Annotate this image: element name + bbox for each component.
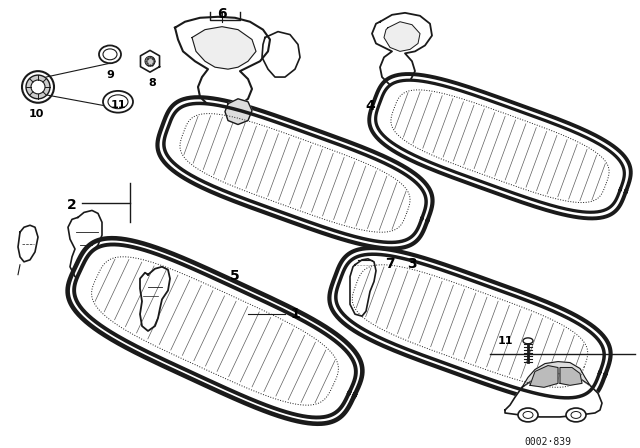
Polygon shape <box>68 211 102 280</box>
Ellipse shape <box>103 91 133 112</box>
Polygon shape <box>18 225 38 262</box>
Polygon shape <box>505 374 602 417</box>
Ellipse shape <box>26 75 50 99</box>
Polygon shape <box>330 248 611 404</box>
Text: 9: 9 <box>106 70 114 80</box>
Text: 3: 3 <box>407 257 417 271</box>
Text: 1: 1 <box>290 307 300 321</box>
Text: 2: 2 <box>67 198 77 211</box>
Ellipse shape <box>31 80 45 94</box>
Text: 11: 11 <box>110 100 125 110</box>
Ellipse shape <box>145 56 155 66</box>
Text: 11: 11 <box>498 336 513 346</box>
Text: 5: 5 <box>230 269 240 283</box>
Ellipse shape <box>566 408 586 422</box>
Polygon shape <box>560 367 582 385</box>
Text: 4: 4 <box>365 99 375 113</box>
Polygon shape <box>384 22 420 52</box>
Polygon shape <box>369 74 631 219</box>
Text: 6: 6 <box>217 7 227 21</box>
Ellipse shape <box>518 408 538 422</box>
Polygon shape <box>336 254 604 398</box>
Polygon shape <box>157 97 433 249</box>
Polygon shape <box>262 32 300 77</box>
Polygon shape <box>68 238 362 424</box>
Polygon shape <box>164 103 426 242</box>
Polygon shape <box>140 50 159 72</box>
Polygon shape <box>376 80 625 212</box>
Polygon shape <box>350 259 376 316</box>
Polygon shape <box>74 245 356 418</box>
Text: 7: 7 <box>385 257 395 271</box>
Polygon shape <box>372 13 432 87</box>
Polygon shape <box>205 107 232 150</box>
Polygon shape <box>140 267 170 331</box>
Polygon shape <box>522 362 590 387</box>
Text: 8: 8 <box>148 78 156 88</box>
Text: 0002·839: 0002·839 <box>525 437 572 447</box>
Polygon shape <box>192 27 256 69</box>
Text: 10: 10 <box>28 109 44 119</box>
Polygon shape <box>225 99 252 125</box>
Polygon shape <box>175 17 270 111</box>
Polygon shape <box>530 366 558 387</box>
